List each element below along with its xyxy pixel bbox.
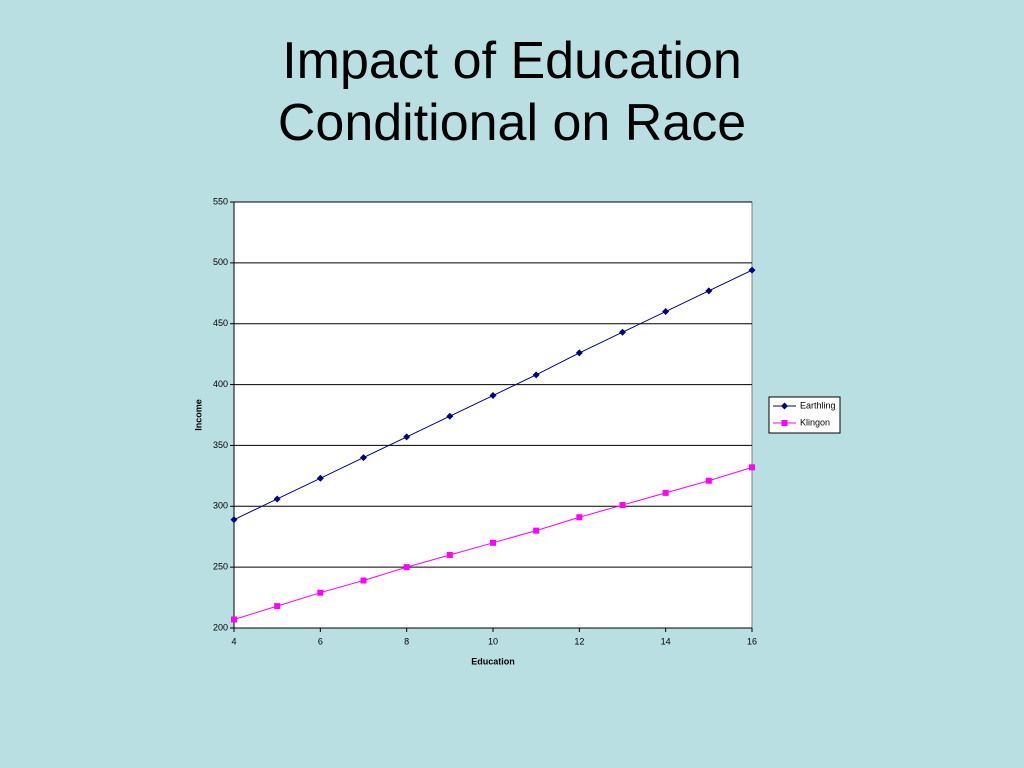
legend-label: Earthling <box>800 400 836 410</box>
marker <box>705 477 712 484</box>
marker <box>490 539 496 546</box>
marker <box>619 328 626 336</box>
y-tick-label: 450 <box>213 318 228 328</box>
marker <box>274 603 281 610</box>
y-tick-label: 300 <box>213 501 228 511</box>
legend-box <box>768 396 841 434</box>
marker <box>781 420 788 426</box>
marker <box>403 433 411 441</box>
marker <box>360 577 367 584</box>
marker <box>316 474 324 482</box>
x-tick-label: 10 <box>488 636 498 646</box>
x-tick-label: 6 <box>318 636 323 646</box>
marker <box>231 616 237 623</box>
marker <box>662 489 669 496</box>
y-axis-label: Income <box>193 399 203 431</box>
marker <box>619 502 626 509</box>
marker <box>575 349 583 357</box>
x-tick-label: 16 <box>747 636 757 646</box>
y-tick-label: 350 <box>213 440 228 450</box>
marker <box>576 514 583 521</box>
y-tick-label: 500 <box>213 257 228 267</box>
y-tick-label: 250 <box>213 562 228 572</box>
marker <box>317 589 324 596</box>
y-tick-label: 400 <box>213 379 228 389</box>
y-tick-label: 200 <box>213 622 228 632</box>
legend-label: Klingon <box>800 417 830 427</box>
marker <box>403 564 410 571</box>
slide-title: Impact of Education Conditional on Race <box>277 32 747 152</box>
x-tick-label: 12 <box>574 636 584 646</box>
y-tick-label: 550 <box>213 196 228 206</box>
marker <box>533 527 540 534</box>
marker <box>230 516 238 524</box>
marker <box>273 495 281 503</box>
marker <box>446 412 454 420</box>
marker <box>781 402 788 410</box>
x-tick-label: 8 <box>404 636 409 646</box>
marker <box>532 371 540 379</box>
marker <box>748 266 756 274</box>
x-tick-label: 4 <box>231 636 236 646</box>
marker <box>446 551 453 558</box>
marker <box>749 464 755 471</box>
x-axis-label: Education <box>471 656 515 666</box>
marker <box>705 287 713 295</box>
plot-area <box>233 201 753 629</box>
marker <box>662 308 670 316</box>
x-tick-label: 14 <box>661 636 671 646</box>
marker <box>489 392 497 400</box>
marker <box>360 454 367 462</box>
